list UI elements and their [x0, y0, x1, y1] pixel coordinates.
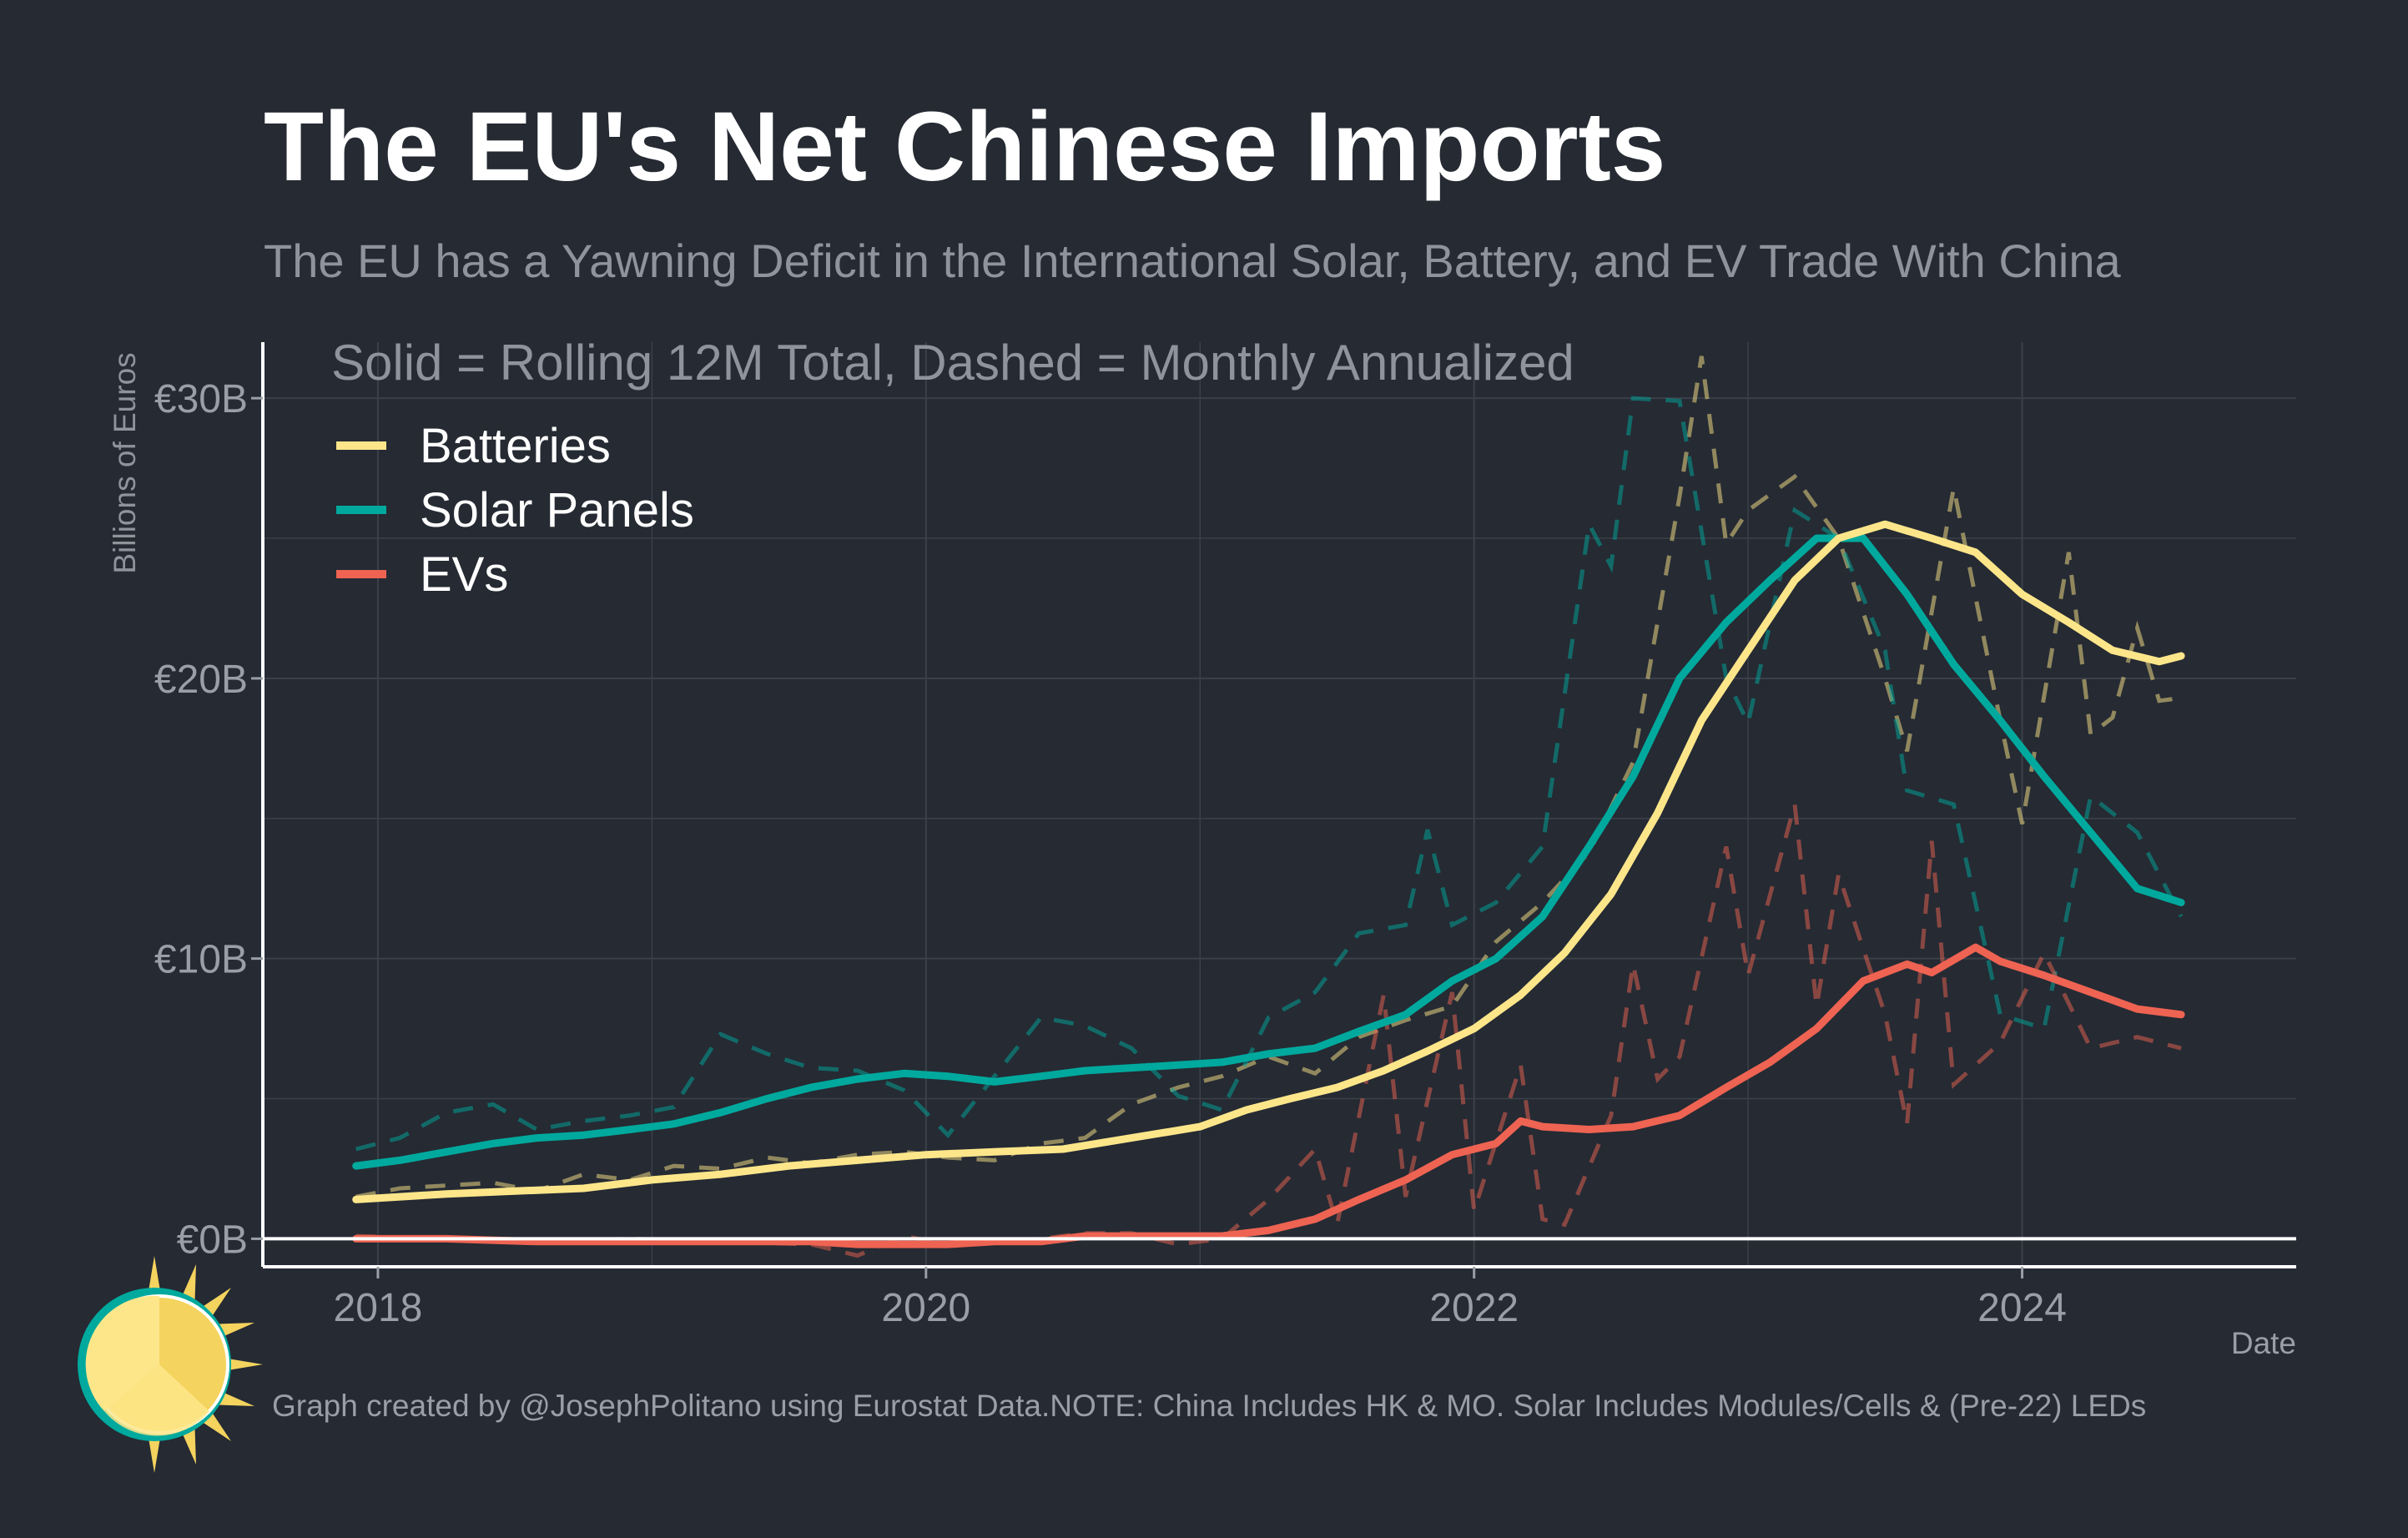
series-solid-batteries: [352, 520, 2185, 1203]
legend: Batteries Solar Panels EVs: [336, 419, 694, 602]
gridlines: [263, 342, 2296, 1267]
x-tick-label: 2020: [881, 1286, 970, 1330]
page-title: The EU's Net Chinese Imports: [264, 92, 1666, 202]
y-tick-label: €20B: [154, 658, 248, 702]
x-tick-label: 2024: [1977, 1286, 2067, 1330]
series-dashed-evs: [355, 804, 2182, 1258]
chart-annotation: Solid = Rolling 12M Total, Dashed = Mont…: [331, 335, 1574, 391]
y-tick-label: €30B: [154, 377, 248, 421]
page-subtitle: The EU has a Yawning Deficit in the Inte…: [264, 234, 2121, 287]
sun-logo-icon: [78, 1256, 263, 1473]
series-layer: [352, 356, 2185, 1258]
series-dashed-batteries: [355, 356, 2182, 1199]
series-solid-evs: [352, 943, 2185, 1248]
series-dashed-solar-panels: [355, 396, 2184, 1152]
y-tick-label: €10B: [154, 938, 248, 982]
legend-label: Solar Panels: [420, 483, 694, 537]
x-tick-label: 2022: [1429, 1286, 1519, 1330]
legend-label: Batteries: [420, 419, 611, 473]
legend-label: EVs: [420, 547, 508, 602]
source-caption: Graph created by @JosephPolitano using E…: [272, 1389, 2147, 1423]
y-axis-label: Billions of Euros: [108, 352, 142, 573]
y-tick-label: €0B: [177, 1218, 248, 1262]
x-tick-label: 2018: [334, 1286, 423, 1330]
series-solid-solar-panels: [352, 534, 2185, 1170]
x-axis-label: Date: [2231, 1326, 2296, 1360]
axes: €0B €10B €20B €30B 2018 2020 2022 2024: [154, 342, 2296, 1330]
